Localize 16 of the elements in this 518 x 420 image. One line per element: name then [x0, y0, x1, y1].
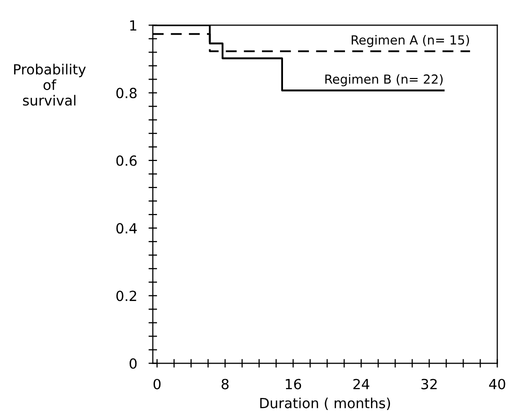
x-tick-label: 8: [222, 378, 229, 390]
x-tick-label: 16: [286, 378, 302, 390]
x-tick-label: 24: [353, 378, 370, 390]
x-axis-title: Duration ( months): [260, 398, 390, 410]
x-tick-label: 32: [421, 378, 437, 390]
y-tick-label: 0.8: [116, 88, 137, 98]
y-tick-label: 0: [130, 358, 137, 369]
x-tick-label: 0: [154, 378, 161, 390]
series-label: Regimen B (n= 22): [325, 74, 443, 86]
y-tick-label: 1: [130, 20, 136, 30]
y-tick-label: 0.4: [116, 223, 137, 234]
x-tick-label: 40: [489, 378, 506, 390]
y-axis-title: Probability of survival: [14, 64, 86, 106]
y-tick-label: 0.6: [116, 155, 137, 166]
y-tick-label: 0.2: [116, 290, 136, 302]
series-label: Regimen A (n= 15): [352, 34, 469, 48]
